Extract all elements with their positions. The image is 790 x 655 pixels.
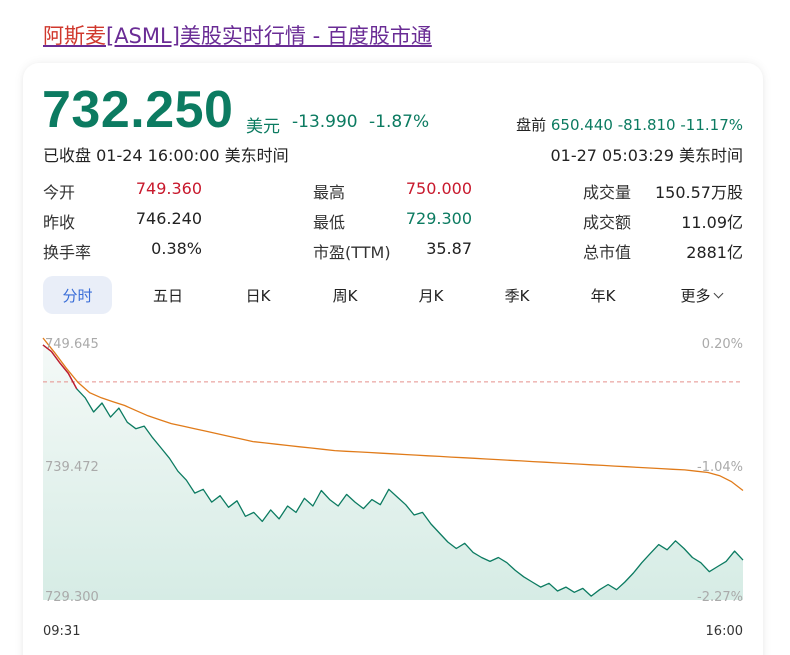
stat-market-cap-value: 2881亿 — [686, 243, 743, 262]
stat-high-label: 最高 — [313, 183, 346, 202]
stat-turnover-label: 换手率 — [43, 243, 92, 262]
x-axis-end: 16:00 — [705, 624, 743, 639]
stat-volume-label: 成交量 — [583, 183, 632, 202]
tab-quarter-k[interactable]: 季K — [504, 286, 530, 305]
tab-more-label: 更多 — [680, 286, 711, 305]
stat-market-cap-label: 总市值 — [583, 243, 632, 262]
price-change: -13.990 — [292, 112, 358, 132]
current-price: 732.250 — [42, 81, 234, 139]
stat-amount-value: 11.09亿 — [681, 213, 743, 232]
stat-open-value: 749.360 — [135, 179, 202, 198]
premarket-change: -81.810 — [617, 116, 676, 134]
stat-amount-label: 成交额 — [583, 213, 632, 232]
premarket-quote: 盘前 650.440 -81.810 -11.17% — [516, 114, 743, 135]
price-unit: 美元 — [246, 117, 280, 137]
tab-day-k[interactable]: 日K — [245, 286, 271, 305]
market-status: 已收盘 01-24 16:00:00 美东时间 — [43, 146, 289, 165]
y-axis-right-bottom: -2.27% — [697, 590, 743, 605]
stat-volume-value: 150.57万股 — [655, 183, 743, 202]
y-axis-left-bottom: 729.300 — [45, 590, 99, 605]
price-line-above-prev-close — [42, 344, 78, 390]
stat-low-label: 最低 — [313, 213, 346, 232]
stat-turnover-value: 0.38% — [151, 239, 202, 258]
tab-year-k[interactable]: 年K — [590, 286, 616, 305]
premarket-price: 650.440 — [550, 116, 613, 134]
x-axis-start: 09:31 — [43, 624, 81, 639]
tab-month-k[interactable]: 月K — [418, 286, 444, 305]
stat-pe-value: 35.87 — [426, 239, 472, 258]
stat-high-value: 750.000 — [405, 179, 472, 198]
price-area-fill — [43, 345, 743, 600]
stat-open-label: 今开 — [43, 183, 76, 202]
stat-prev-close-value: 746.240 — [135, 209, 202, 228]
tab-five-day[interactable]: 五日 — [152, 286, 183, 305]
stat-low-value: 729.300 — [405, 209, 472, 228]
premarket-change-percent: -11.17% — [680, 116, 743, 134]
stat-pe-label: 市盈(TTM) — [313, 243, 391, 262]
premarket-time: 01-27 05:03:29 美东时间 — [550, 146, 743, 165]
tab-week-k[interactable]: 周K — [332, 286, 358, 305]
tab-more[interactable]: 更多 — [664, 276, 738, 314]
stat-prev-close-label: 昨收 — [43, 213, 76, 232]
y-axis-right-top: 0.20% — [701, 337, 743, 352]
chart-layer — [42, 337, 744, 600]
y-axis-left-mid: 739.472 — [45, 460, 99, 475]
premarket-label: 盘前 — [516, 116, 547, 134]
tab-intraday[interactable]: 分时 — [43, 276, 112, 314]
y-axis-left-top: 749.645 — [45, 337, 99, 352]
price-line — [42, 344, 744, 597]
y-axis-right-mid: -1.04% — [697, 460, 743, 475]
average-price-line — [42, 337, 744, 492]
page-title-link[interactable]: 阿斯麦[ASML]美股实时行情 - 百度股市通 — [43, 24, 432, 48]
price-change-percent: -1.87% — [369, 112, 430, 132]
